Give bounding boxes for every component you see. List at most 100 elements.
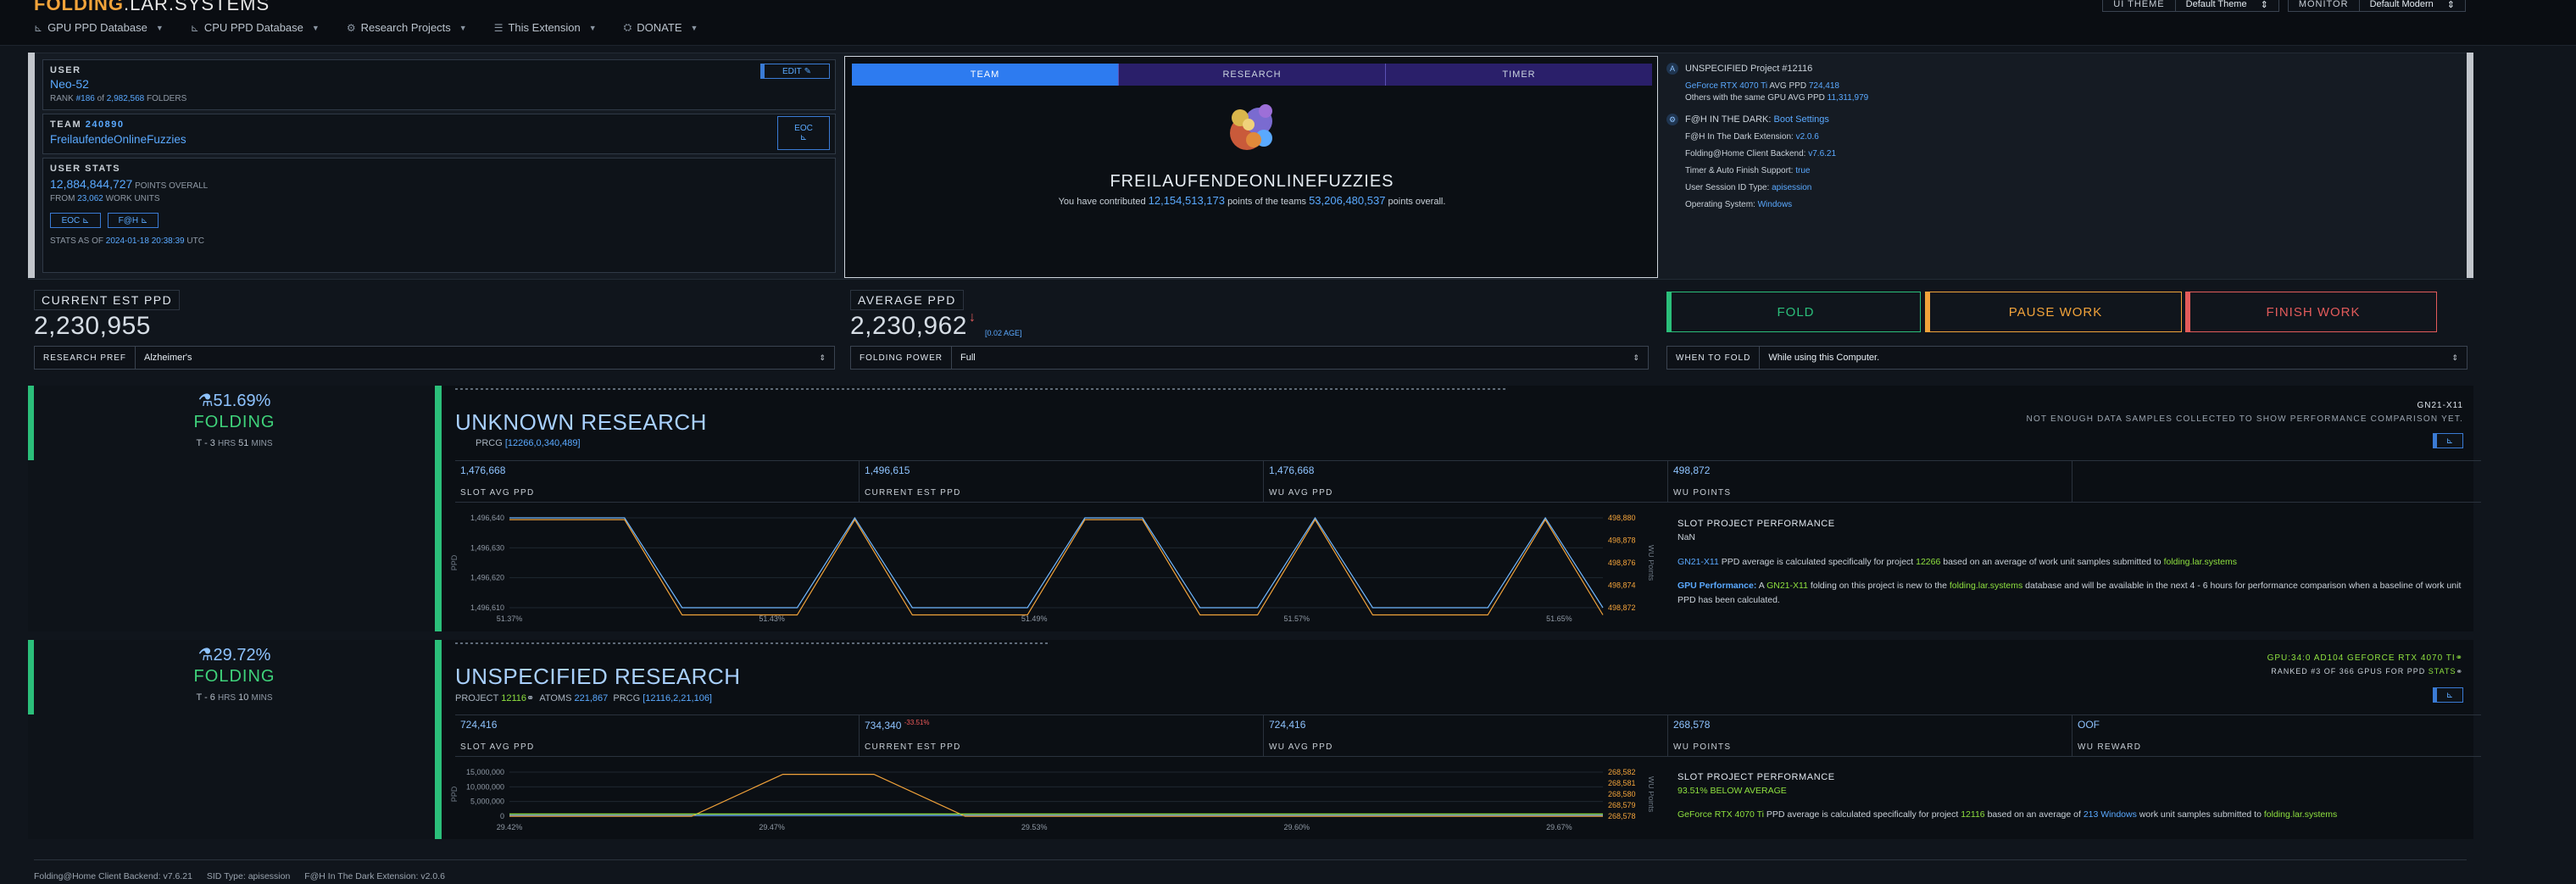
chart-icon: ⊾ — [190, 21, 199, 34]
slot-2-perf-title: SLOT PROJECT PERFORMANCE — [1677, 772, 1835, 782]
user-name[interactable]: Neo-52 — [50, 77, 89, 91]
edit-user-button[interactable]: EDIT ✎ — [760, 64, 830, 79]
nav-research-projects[interactable]: ⚙ Research Projects ▼ — [346, 21, 467, 34]
series-line — [509, 774, 1603, 817]
team-eoc-button[interactable]: EOC ⊾ — [777, 116, 830, 150]
x-tick-label: 29.53% — [1021, 823, 1048, 831]
nav-cpu-ppd-database[interactable]: ⊾ CPU PPD Database ▼ — [190, 21, 320, 34]
chart-icon: ⊾ — [140, 215, 148, 225]
slot-2-ranked: RANKED #3 OF 366 GPUS FOR PPD STATS⚭ — [2271, 667, 2463, 676]
tab-team[interactable]: TEAM — [852, 64, 1119, 86]
eoc-stats-button[interactable]: EOC ⊾ — [50, 213, 101, 228]
folding-power-select[interactable]: FOLDING POWER Full ⇕ — [850, 346, 1649, 370]
slot-1-state: FOLDING — [193, 413, 275, 431]
nav-gpu-ppd-database[interactable]: ⊾ GPU PPD Database ▼ — [34, 21, 164, 34]
theme-label: UI THEME — [2103, 0, 2176, 11]
y-tick-label: 10,000,000 — [466, 782, 504, 791]
monitor-selector[interactable]: MONITOR Default Modern ⇕ — [2287, 0, 2466, 12]
axis-title: WU Points — [1647, 776, 1654, 813]
flask-icon: ⚗ — [198, 392, 214, 410]
top-navbar: FOLDING.LAR.SYSTEMS ⊾ GPU PPD Database ▼ ⊾… — [0, 0, 2576, 46]
dna-icon: ⚙ — [346, 21, 356, 34]
others-line: Others with the same GPU AVG PPD 11,311,… — [1685, 93, 1869, 103]
edit-icon: ✎ — [804, 66, 811, 76]
team-name[interactable]: FreilaufendeOnlineFuzzies — [50, 133, 186, 146]
y2-tick-label: 498,872 — [1608, 603, 1636, 612]
nav-this-extension[interactable]: ☰ This Extension ▼ — [493, 21, 597, 34]
y-tick-label: 1,496,620 — [470, 574, 504, 582]
tab-research[interactable]: RESEARCH — [1119, 64, 1386, 86]
info-line-session: User Session ID Type: apisession — [1685, 183, 1812, 192]
x-tick-label: 51.65% — [1546, 614, 1572, 623]
slot-2-perf-value: 93.51% BELOW AVERAGE — [1677, 786, 1787, 796]
team-avatar-icon — [1230, 104, 1272, 150]
x-tick-label: 29.67% — [1546, 823, 1572, 831]
x-tick-label: 29.60% — [1284, 823, 1310, 831]
fold-button[interactable]: FOLD — [1666, 292, 1921, 332]
slot-1-perf-value: NaN — [1677, 532, 1696, 542]
x-tick-label: 51.49% — [1021, 614, 1048, 623]
project-title[interactable]: UNSPECIFIED Project #12116 — [1685, 64, 1813, 74]
tabs-panel: TEAM RESEARCH TIMER FREILAUFENDEONLINEFU… — [844, 56, 1658, 278]
slot-1-progress-dots — [455, 388, 1506, 390]
chart-icon: ⊾ — [799, 133, 808, 142]
slot-2-gpu: GPU:34:0 AD104 GEFORCE RTX 4070 TI⚭ — [2267, 653, 2463, 663]
y2-tick-label: 268,578 — [1608, 812, 1636, 820]
slot-1-stat: 1,476,668 SLOT AVG PPD — [455, 461, 860, 502]
y-tick-label: 1,496,640 — [470, 514, 504, 522]
settings-icon: ☰ — [493, 21, 504, 34]
slot-1-eta: T - 3 HRS 51 MINS — [196, 438, 273, 448]
slot-1-main: UNKNOWN RESEARCH PRCG [12266,0,340,489] … — [435, 386, 2481, 631]
slot-2-stat: 724,416 WU AVG PPD — [1264, 715, 1668, 756]
x-tick-label: 51.43% — [759, 614, 785, 623]
team-title: FREILAUFENDEONLINEFUZZIES — [1110, 172, 1394, 191]
y2-tick-label: 498,878 — [1608, 537, 1636, 545]
slot-1-chart-button[interactable]: ⊾ — [2433, 433, 2463, 448]
theme-value: Default Theme — [2185, 0, 2247, 9]
finish-work-button[interactable]: FINISH WORK — [2185, 292, 2437, 332]
dark-settings-title: F@H IN THE DARK: Boot Settings — [1685, 114, 1829, 125]
slot-2-progress: ⚗29.72% — [198, 646, 271, 664]
select-arrows-icon: ⇕ — [2451, 353, 2458, 362]
user-panel: USER Neo-52 RANK #186 of 2,982,568 FOLDE… — [42, 59, 836, 273]
scrollbar-right[interactable] — [2467, 53, 2473, 278]
info-line-timer: Timer & Auto Finish Support: true — [1685, 166, 1811, 175]
team-caption: TEAM 240890 — [50, 120, 125, 130]
arrow-down-icon: ↓ — [969, 310, 976, 325]
when-to-fold-select[interactable]: WHEN TO FOLD While using this Computer. … — [1666, 346, 2468, 370]
brand-logo[interactable]: FOLDING.LAR.SYSTEMS — [34, 0, 270, 14]
scrollbar-left[interactable] — [28, 53, 35, 278]
chart-icon: ⊾ — [82, 215, 90, 225]
link-icon: ⚭ — [2455, 653, 2463, 663]
slot-1-stats: 1,476,668 SLOT AVG PPD 1,496,615 CURRENT E… — [455, 460, 2481, 503]
slot-2-perf-desc: GeForce RTX 4070 Ti PPD average is calcu… — [1677, 809, 2338, 820]
y2-tick-label: 498,874 — [1608, 581, 1636, 590]
x-tick-label: 51.37% — [497, 614, 523, 623]
main-nav: ⊾ GPU PPD Database ▼ ⊾ CPU PPD Database ▼ ⚙ R… — [34, 21, 698, 34]
chevron-down-icon: ▼ — [311, 23, 320, 32]
y-tick-label: 1,496,630 — [470, 543, 504, 552]
boot-settings-link[interactable]: Boot Settings — [1773, 114, 1829, 125]
donate-icon: ⛭ — [623, 21, 632, 33]
nav-donate[interactable]: ⛭ DONATE ▼ — [623, 21, 698, 34]
chevron-down-icon: ▼ — [588, 23, 597, 32]
monitor-label: MONITOR — [2288, 0, 2360, 11]
slot-1-title[interactable]: UNKNOWN RESEARCH — [455, 409, 707, 435]
chevron-down-icon: ▼ — [690, 23, 698, 32]
slot-2-chart: PPD WU Points 15,000,000 10,000,000 5,000,00… — [450, 768, 1654, 831]
chart-icon: ⊾ — [2445, 690, 2454, 700]
pause-work-button[interactable]: PAUSE WORK — [1925, 292, 2182, 332]
slot-2-chart-button[interactable]: ⊾ — [2433, 687, 2463, 703]
y-tick-label: 0 — [500, 812, 504, 820]
select-arrows-icon: ⇕ — [2446, 0, 2455, 10]
x-tick-label: 51.57% — [1284, 614, 1310, 623]
gear-icon: ⚙ — [1666, 114, 1678, 125]
y2-tick-label: 268,580 — [1608, 790, 1636, 798]
y2-tick-label: 268,582 — [1608, 768, 1636, 776]
theme-selector[interactable]: UI THEME Default Theme ⇕ — [2102, 0, 2279, 12]
slot-2-title[interactable]: UNSPECIFIED RESEARCH — [455, 664, 741, 689]
fah-stats-button[interactable]: F@H ⊾ — [108, 213, 159, 228]
points-overall: 12,884,844,727 POINTS OVERALL — [50, 177, 209, 191]
research-pref-select[interactable]: RESEARCH PREF Alzheimer's ⇕ — [34, 346, 835, 370]
tab-timer[interactable]: TIMER — [1386, 64, 1652, 86]
